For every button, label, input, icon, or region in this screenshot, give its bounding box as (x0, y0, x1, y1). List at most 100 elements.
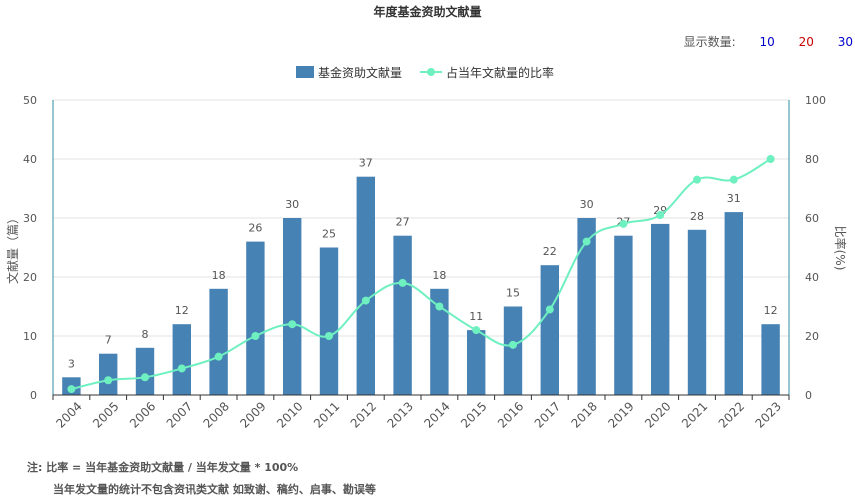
bar (724, 212, 743, 395)
ratio-line (67, 155, 775, 394)
bar (283, 218, 302, 395)
x-tick-label: 2009 (237, 399, 268, 430)
display-count-option-20[interactable]: 20 (798, 35, 814, 49)
bar-data-label: 26 (248, 222, 262, 235)
y-tick-label-left: 50 (23, 94, 37, 107)
y-tick-label-left: 30 (23, 212, 37, 225)
display-count-option-30[interactable]: 30 (837, 35, 853, 49)
bar-data-label: 15 (506, 287, 520, 300)
y-tick-label-right: 60 (805, 212, 819, 225)
ratio-point (435, 302, 444, 311)
bar-data-label: 30 (285, 198, 299, 211)
bar (687, 229, 707, 395)
bar (614, 235, 633, 395)
y-tick-label-right: 40 (805, 271, 819, 284)
bar-data-label: 27 (396, 216, 410, 229)
footnote-line-2: 当年发文量的统计不包含资讯类文献 如致谢、稿约、启事、勘误等 (53, 483, 376, 496)
bar-data-label: 11 (469, 310, 483, 323)
x-tick-label: 2014 (421, 399, 452, 430)
display-count-option-10[interactable]: 10 (759, 35, 775, 49)
ratio-point (251, 332, 260, 340)
chart-title: 年度基金资助文献量 (373, 5, 482, 19)
bar-data-label: 31 (727, 192, 741, 205)
bar (761, 324, 780, 395)
y-tick-label-left: 10 (23, 330, 37, 343)
x-tick-label: 2019 (605, 399, 636, 430)
display-count-label: 显示数量: (683, 35, 736, 49)
bars (62, 176, 780, 395)
ratio-point (67, 385, 76, 394)
ratio-point (656, 211, 665, 220)
y-tick-label-left: 40 (23, 153, 37, 166)
legend-line-label[interactable]: 占当年文献量的比率 (446, 65, 554, 80)
bar-data-label: 12 (175, 304, 189, 317)
bar (577, 218, 596, 395)
bar (172, 324, 191, 395)
display-count-selector: 显示数量: 10 20 30 (684, 33, 853, 50)
y-axis-title-right: 比率(%) (833, 226, 848, 271)
bar-data-label: 25 (322, 228, 336, 241)
ratio-point (693, 175, 701, 184)
bar-data-label: 3 (68, 357, 75, 370)
x-tick-label: 2011 (311, 399, 342, 430)
footnote-line-1: 注: 比率 = 当年基金资助文献量 / 当年发文量 * 100% (27, 461, 299, 474)
x-tick-label: 2004 (53, 399, 84, 430)
ratio-point (582, 237, 591, 246)
bar-labels: 3781218263025372718111522302729283112 (68, 157, 778, 371)
ratio-point (729, 175, 738, 184)
x-tick-label: 2016 (495, 399, 526, 430)
ratio-point (141, 373, 149, 382)
x-tick-label: 2018 (569, 399, 600, 430)
ratio-point (361, 296, 370, 305)
y-tick-label-right: 20 (805, 330, 819, 343)
bar-data-label: 18 (432, 269, 446, 282)
ratio-point (509, 340, 517, 349)
bar-data-label: 37 (359, 157, 373, 170)
legend-bar-swatch[interactable] (296, 66, 314, 78)
ratio-point (177, 364, 186, 373)
bar (99, 353, 118, 395)
bar (209, 288, 228, 395)
bar (319, 247, 339, 395)
bar (393, 235, 412, 395)
x-tick-label: 2021 (679, 399, 710, 430)
bar-data-label: 12 (764, 304, 778, 317)
ratio-point (766, 155, 775, 163)
x-tick-label: 2007 (164, 399, 195, 430)
ratio-point (545, 305, 554, 314)
x-tick-label: 2010 (274, 399, 305, 430)
footnote: 注: 比率 = 当年基金资助文献量 / 当年发文量 * 100% 当年发文量的统… (27, 457, 376, 501)
ratio-point (288, 320, 297, 329)
bar-data-label: 30 (580, 198, 594, 211)
bar (430, 288, 449, 395)
ratio-point (104, 376, 113, 385)
bar (651, 223, 670, 395)
x-tick-label: 2006 (127, 399, 158, 430)
y-axis-title-left: 文献量（篇） (5, 212, 20, 284)
x-tick-label: 2020 (642, 399, 673, 430)
y-tick-label-left: 0 (30, 389, 37, 402)
bar (540, 265, 559, 395)
ratio-line-path (71, 158, 772, 391)
bar-data-label: 7 (105, 334, 112, 347)
x-tick-label: 2012 (348, 399, 379, 430)
x-tick-label: 2023 (753, 399, 784, 430)
chart-area: 基金资助文献量 占当年文献量的比率 文献量（篇） 比率(%) 37 8121826… (5, 65, 848, 431)
ratio-point (472, 326, 481, 335)
ratio-point (398, 278, 407, 287)
bar-data-label: 8 (142, 328, 149, 341)
x-tick-label: 2017 (532, 399, 563, 430)
bar (135, 347, 155, 395)
x-tick-label: 2015 (458, 399, 489, 430)
y-tick-label-left: 20 (23, 271, 37, 284)
grid-lines (53, 99, 789, 337)
legend: 基金资助文献量 占当年文献量的比率 (296, 65, 554, 80)
y-tick-label-right: 0 (805, 389, 812, 402)
ratio-point (325, 332, 333, 340)
bar (467, 330, 486, 395)
ratio-point (214, 352, 223, 361)
x-tick-label: 2013 (385, 399, 416, 430)
y-tick-label-right: 80 (805, 153, 819, 166)
legend-bar-label[interactable]: 基金资助文献量 (318, 65, 402, 80)
ratio-point (619, 219, 628, 228)
